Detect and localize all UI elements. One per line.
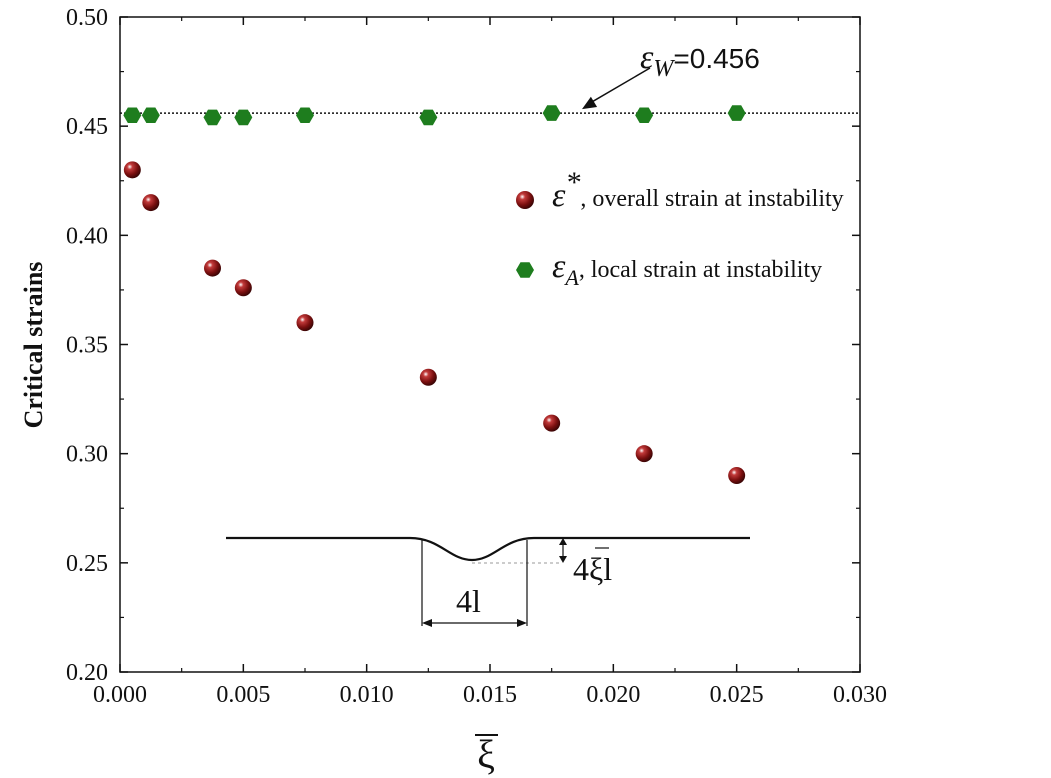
axes: 0.000 0.005 0.010 0.015 0.020 0.025 0.030 0.20 0… bbox=[66, 5, 887, 708]
y-tick-label: 0.20 bbox=[66, 660, 108, 686]
legend-desc-local: , local strain at instability bbox=[579, 257, 822, 283]
point-local-strain bbox=[419, 109, 438, 126]
point-overall-strain bbox=[543, 414, 561, 432]
point-local-strain bbox=[542, 105, 561, 121]
y-axis-label: Critical strains bbox=[19, 262, 48, 429]
ref-symbol: ε bbox=[640, 39, 654, 76]
y-tick-label: 0.50 bbox=[66, 5, 108, 31]
ref-value: =0.456 bbox=[673, 43, 759, 74]
inset-width-arrowhead-right bbox=[517, 619, 527, 627]
legend-desc-overall: , overall strain at instability bbox=[580, 186, 843, 212]
y-tick-label: 0.35 bbox=[66, 333, 108, 359]
legend-marker-overall bbox=[516, 191, 534, 209]
data-points bbox=[123, 105, 746, 484]
inset-profile: 4ξl 4l bbox=[226, 536, 750, 627]
y-tick-label: 0.30 bbox=[66, 442, 108, 468]
inset-depth-arrowhead-top bbox=[559, 538, 567, 545]
legend-marker-local bbox=[516, 262, 534, 278]
plot-area bbox=[119, 16, 861, 673]
legend-entry-overall: ε*, overall strain at instability bbox=[552, 166, 844, 214]
x-axis-label: ξ bbox=[477, 732, 495, 777]
y-tick-label: 0.25 bbox=[66, 551, 108, 577]
x-tick-label: 0.015 bbox=[463, 682, 517, 708]
reference-arrow bbox=[589, 67, 651, 104]
point-local-strain bbox=[727, 105, 746, 121]
point-overall-strain bbox=[728, 467, 746, 484]
point-local-strain bbox=[141, 107, 160, 124]
x-tick-label: 0.005 bbox=[216, 682, 270, 708]
legend-entry-local: εA, local strain at instability bbox=[552, 248, 822, 290]
point-local-strain bbox=[123, 107, 142, 124]
ref-subscript: W bbox=[653, 56, 675, 82]
y-tick-label: 0.40 bbox=[66, 223, 108, 249]
point-overall-strain bbox=[234, 279, 252, 297]
inset-width-label: 4l bbox=[456, 583, 481, 619]
x-tick-label: 0.020 bbox=[586, 682, 640, 708]
legend-symbol-local: ε bbox=[552, 248, 566, 285]
point-overall-strain bbox=[419, 368, 437, 386]
point-overall-strain bbox=[635, 445, 653, 463]
point-overall-strain bbox=[142, 194, 160, 212]
reference-arrowhead bbox=[582, 96, 598, 110]
point-overall-strain bbox=[204, 259, 221, 277]
reference-label: εW=0.456 bbox=[640, 39, 760, 82]
x-tick-label: 0.025 bbox=[710, 682, 764, 708]
inset-width-arrowhead-left bbox=[422, 619, 432, 627]
x-tick-label: 0.030 bbox=[833, 682, 887, 708]
inset-depth-label: 4ξl bbox=[573, 551, 612, 587]
point-overall-strain bbox=[296, 314, 314, 332]
point-local-strain bbox=[296, 107, 314, 124]
point-local-strain bbox=[635, 107, 654, 124]
inset-profile-curve bbox=[226, 536, 750, 562]
x-tick-label: 0.010 bbox=[340, 682, 394, 708]
point-local-strain bbox=[203, 109, 222, 126]
y-tick-label: 0.45 bbox=[66, 114, 108, 140]
point-overall-strain bbox=[123, 161, 141, 179]
legend-symbol-overall: ε bbox=[552, 177, 566, 214]
legend-superscript-overall: * bbox=[565, 166, 580, 199]
point-local-strain bbox=[234, 109, 253, 126]
legend: ε*, overall strain at instability εA, lo… bbox=[516, 166, 844, 290]
x-tick-label: 0.000 bbox=[93, 682, 147, 708]
inset-depth-arrowhead-bottom bbox=[559, 556, 567, 563]
legend-subscript-local: A bbox=[563, 265, 579, 290]
